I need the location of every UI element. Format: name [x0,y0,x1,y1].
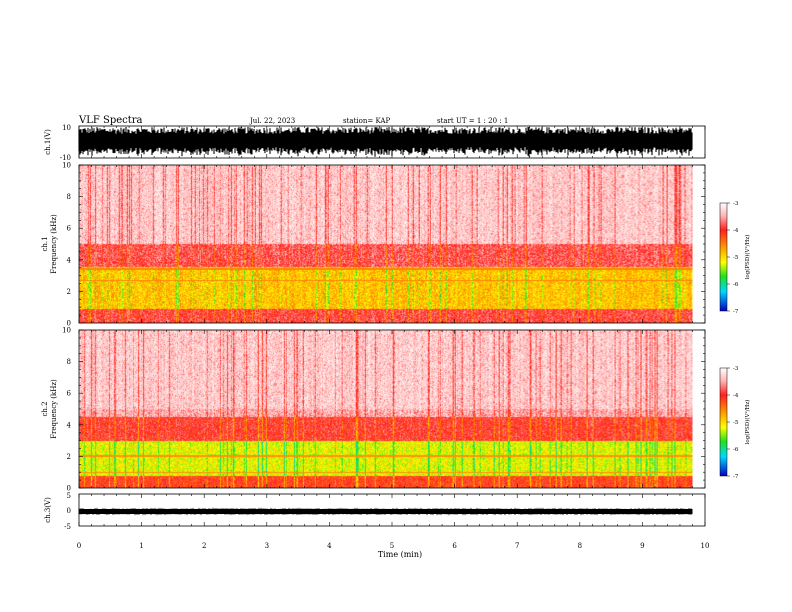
y-tick-label: 4 [67,256,72,264]
start-time-label: start UT = 1 : 20 : 1 [437,117,508,125]
x-axis-label: Time (min) [378,550,422,559]
ch1-waveform-ytick-bottom: -10 [60,154,71,162]
ch1-waveform-trace [78,127,693,157]
y-tick-label: 0 [67,320,71,328]
ch1-waveform-panel: 10 -10 ch.1(V) [44,124,706,162]
ch1-colorbar-label: log(PSD)(V²/Hz) [744,235,751,280]
ch2-colorbar-label: log(PSD)(V²/Hz) [744,400,751,445]
y-tick-label: 8 [67,193,71,201]
y-tick-label: 2 [67,453,71,461]
ch2-spectrogram-ylabel: Frequency (kHz) [50,379,58,439]
ch1-waveform-ytick-top: 10 [62,124,71,132]
colorbar-tick-label: -5 [733,420,739,426]
colorbar-tick-label: -4 [733,393,739,399]
ch3-waveform-ytick-bottom: -5 [64,523,71,531]
ch3-waveform-ytick-top: 5 [67,492,71,500]
colorbar-tick-label: -5 [733,255,739,261]
x-tick-label: 8 [578,542,582,550]
ch1-colorbar-scale [719,202,728,312]
x-tick-label: 4 [327,542,332,550]
y-tick-label: 8 [67,358,71,366]
ch3-waveform-trace [78,507,693,516]
ch1-colorbar: -3 -4 -5 -6 -7 log(PSD)(V²/Hz) [719,201,751,315]
colorbar-tick-label: -6 [733,447,739,453]
colorbar-tick-label: -6 [733,282,739,288]
ch1-spectrogram-image [79,165,693,323]
x-tick-label: 6 [452,542,457,550]
ch2-spectrogram-image [79,330,693,488]
x-tick-label: 9 [640,542,644,550]
colorbar-tick-label: -7 [733,474,739,480]
x-tick-label: 2 [202,542,206,550]
x-tick-label: 1 [139,542,143,550]
y-tick-label: 2 [67,288,71,296]
colorbar-tick-label: -3 [733,201,739,207]
date-label: Jul. 22, 2023 [249,117,295,125]
ch3-waveform-panel: 5 0 -5 ch.3(V) 0 1 2 3 4 5 6 7 8 9 10 Time (min) [44,492,709,559]
ch1-spectrogram-panel: 0 2 4 6 8 10 ch.1 Frequency (kHz) [41,162,706,328]
colorbar-tick-label: -7 [733,309,739,315]
ch3-waveform-ylabel: ch.3(V) [44,497,52,523]
ch2-colorbar-scale [719,367,728,477]
x-tick-label: 3 [265,542,269,550]
colorbar-tick-label: -3 [733,366,739,372]
ch1-spectrogram-ylabel-channel: ch.1 [41,236,49,251]
ch2-colorbar: -3 -4 -5 -6 -7 log(PSD)(V²/Hz) [719,366,751,480]
x-tick-label: 5 [390,542,394,550]
station-label: station= KAP [343,117,390,125]
x-tick-label: 0 [77,542,81,550]
y-tick-label: 4 [67,421,72,429]
ch3-waveform-ytick-mid: 0 [67,507,71,515]
y-tick-label: 10 [62,327,71,335]
ch2-spectrogram-ylabel-channel: ch.2 [41,401,49,416]
ch2-spectrogram-panel: 0 2 4 6 8 10 ch.2 Frequency (kHz) [41,327,706,493]
figure-title: VLF Spectra [78,115,143,126]
x-tick-label: 7 [515,542,519,550]
ch1-spectrogram-ylabel: Frequency (kHz) [50,214,58,274]
y-tick-label: 0 [67,485,71,493]
y-tick-label: 10 [62,162,71,170]
ch1-waveform-ylabel: ch.1(V) [44,129,52,155]
y-tick-label: 6 [67,225,72,233]
y-tick-label: 6 [67,390,72,398]
x-tick-label: 10 [701,542,710,550]
colorbar-tick-label: -4 [733,228,739,234]
